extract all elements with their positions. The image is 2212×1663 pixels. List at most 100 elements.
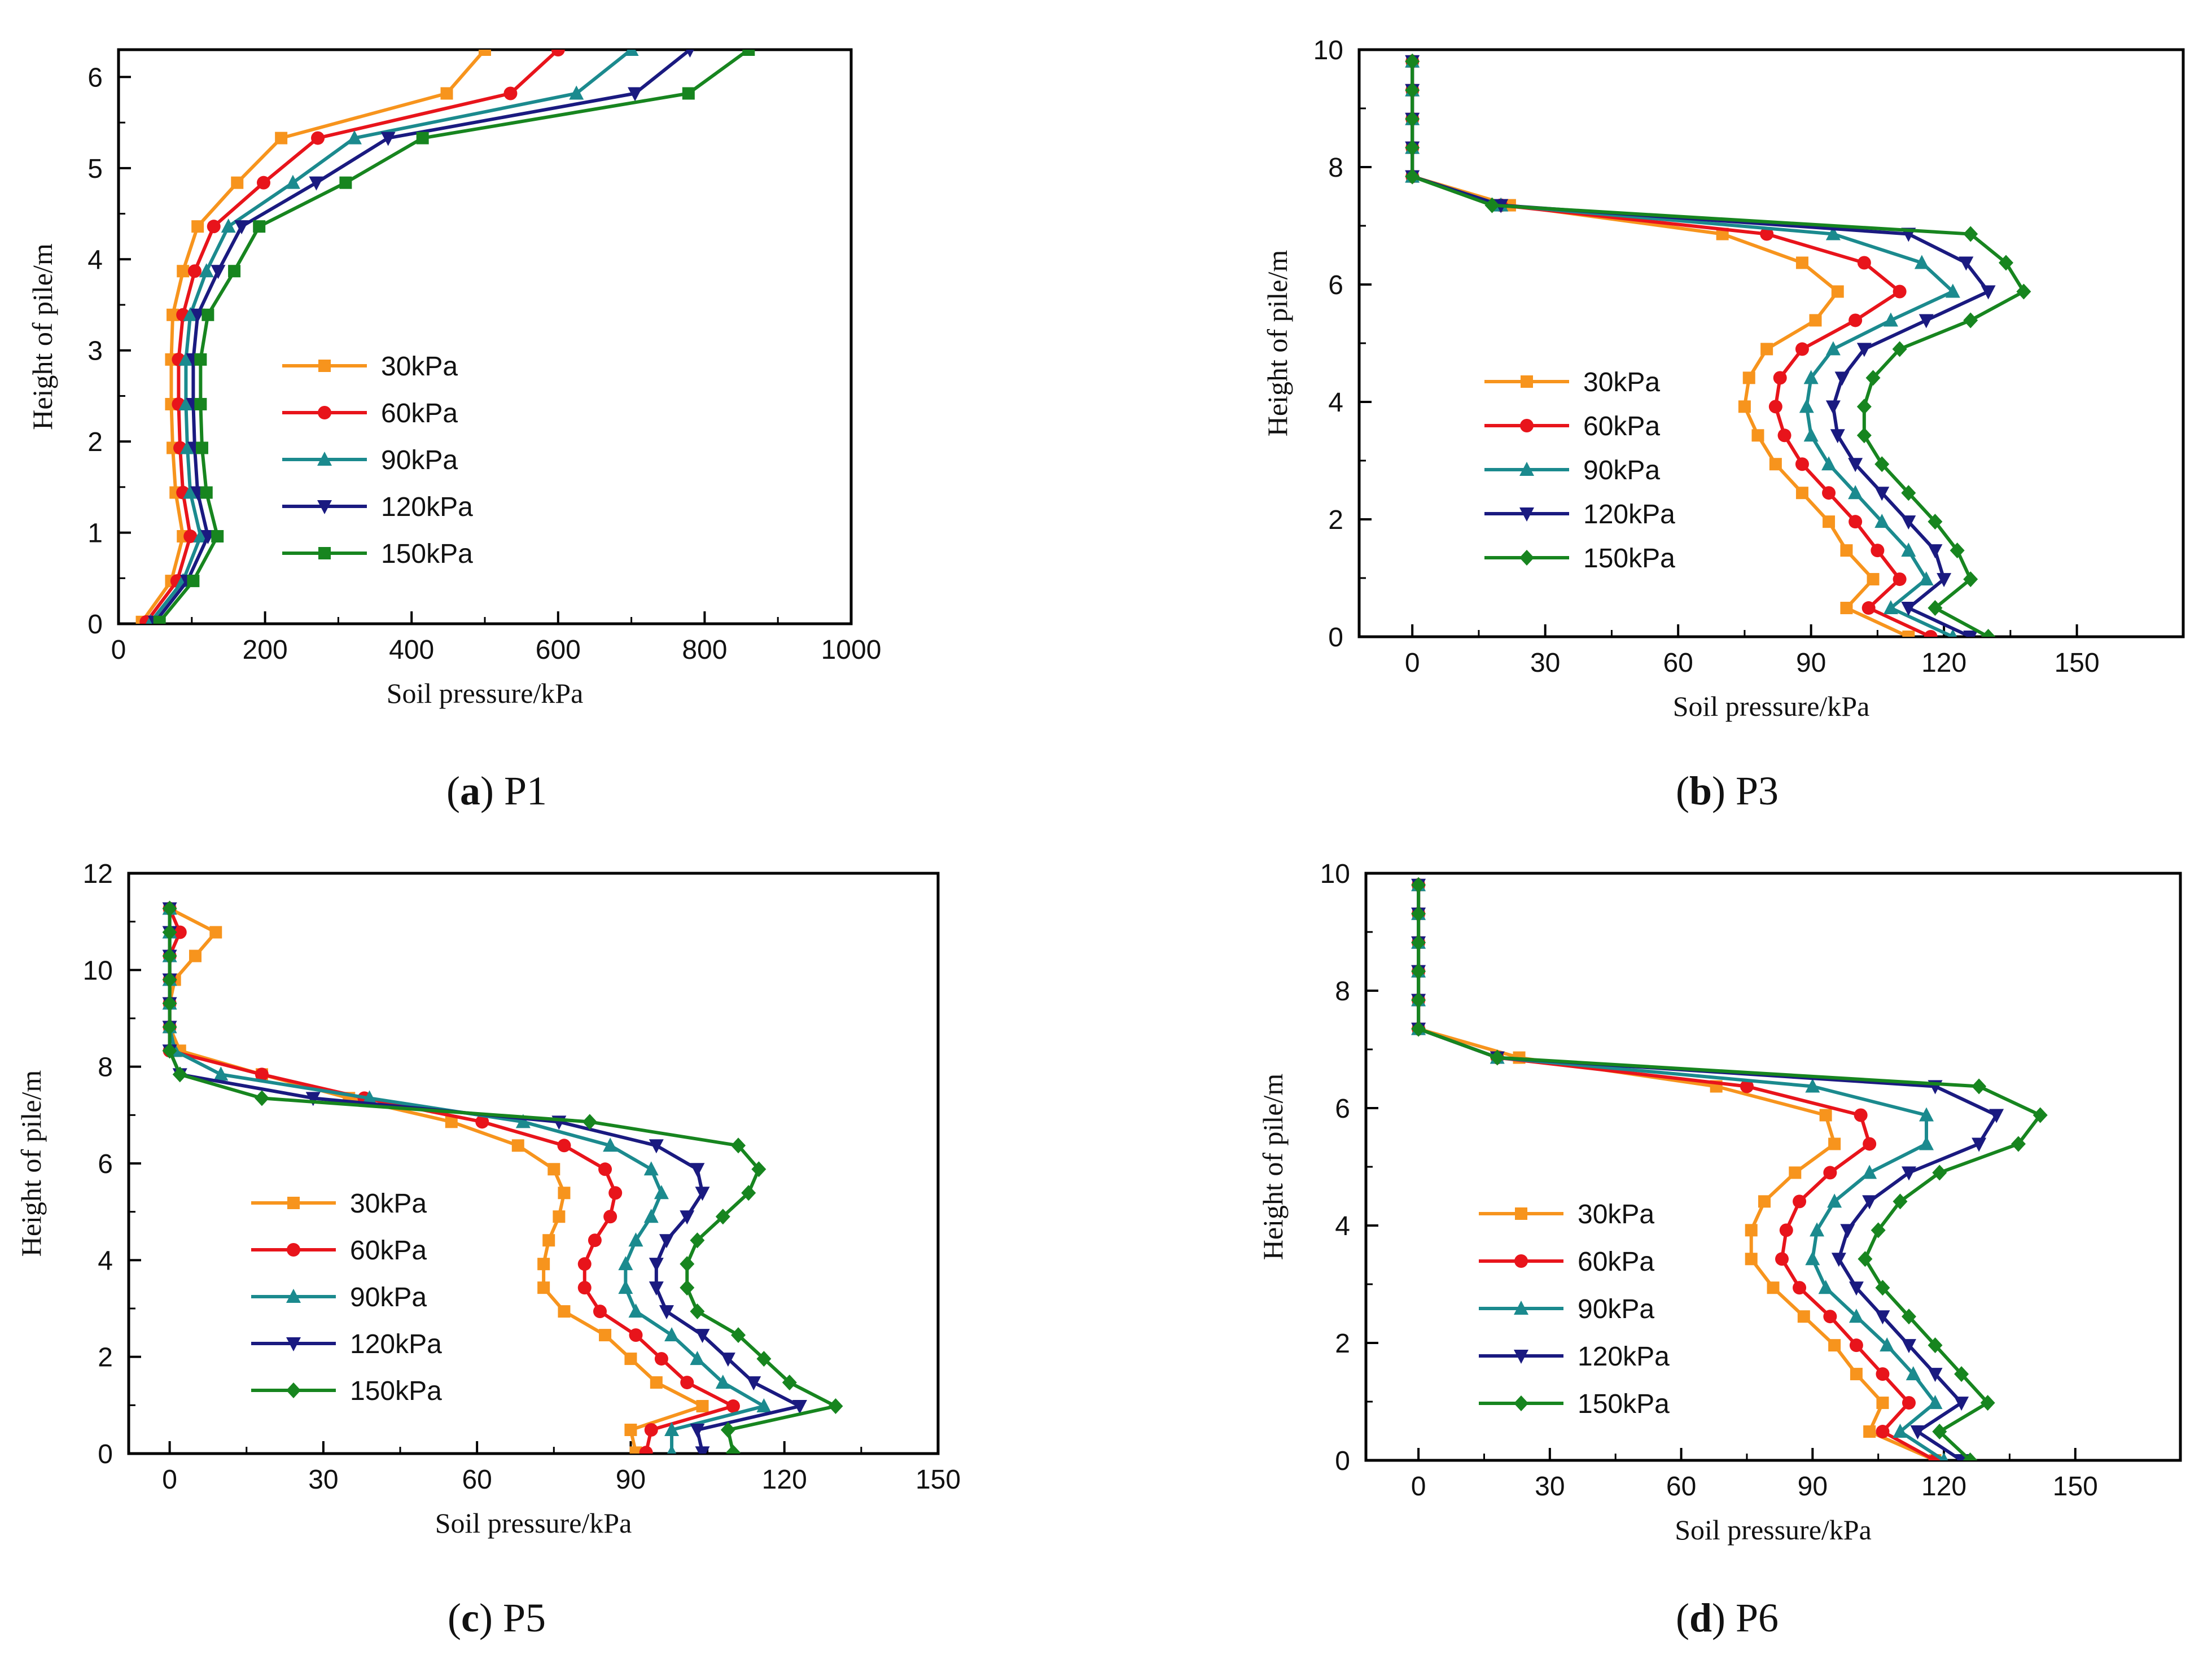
panel-c-series-150kPa <box>162 900 843 1454</box>
panel-a-y-tick-label: 5 <box>87 154 103 184</box>
panel-b-series-60kPa-point <box>1773 371 1787 385</box>
panel-d-series-150kPa-point <box>1858 1251 1873 1267</box>
panel-c-y-tick-label: 12 <box>83 859 113 889</box>
panel-b-series-60kPa-point <box>1861 601 1876 615</box>
panel-d-legend-marker-120kPa <box>1514 1350 1528 1364</box>
panel-b-legend-label-150kPa: 150kPa <box>1583 544 1675 574</box>
panel-c-series-150kPa-point <box>162 948 177 964</box>
panel-b-series-90kPa-point <box>1948 629 1957 637</box>
panel-d-y-tick-label: 2 <box>1335 1329 1350 1359</box>
panel-b-series-90kPa-point <box>1918 571 1934 586</box>
panel-c-series-30kPa-point <box>553 1210 566 1223</box>
panel-a-series-90kPa-point <box>221 218 236 233</box>
panel-b-series-90kPa-point <box>1803 427 1819 442</box>
panel-a-series-150kPa-point <box>200 486 213 499</box>
panel-d-series-150kPa-point <box>1932 1424 1947 1440</box>
panel-c-legend-marker-90kPa <box>286 1289 301 1303</box>
panel-a-series-150kPa-point <box>194 353 207 366</box>
panel-b-series-90kPa-point <box>1874 514 1890 528</box>
panel-a-series-120kPa-point <box>190 308 205 323</box>
panel-c-series-120kPa-point <box>649 1258 664 1272</box>
panel-c-series-30kPa-point <box>696 1400 709 1413</box>
panel-a-series-30kPa-point <box>231 176 244 189</box>
panel-a-series-150kPa-point <box>194 397 207 410</box>
panel-d-series-150kPa-point <box>1954 1366 1969 1382</box>
panel-d-legend-label-60kPa: 60kPa <box>1578 1247 1654 1277</box>
panel-c-series-30kPa-point <box>537 1258 550 1271</box>
panel-b-series-120kPa-point <box>1856 343 1872 357</box>
panel-d-series-30kPa <box>1412 878 1942 1460</box>
panel-d-series-150kPa-point <box>1980 1395 1995 1411</box>
panel-d-series-150kPa-point <box>1972 1078 1987 1095</box>
panel-b-series-60kPa-point <box>1795 457 1809 471</box>
panel-a-x-tick-label: 0 <box>111 635 126 665</box>
panel-b-y-axis-title: Height of pile/m <box>1262 250 1293 437</box>
panel-d-series-90kPa-point <box>1919 1107 1934 1122</box>
panel-a-series-150kPa-point <box>339 176 352 189</box>
panel-a-legend-marker-150kPa <box>318 547 331 559</box>
panel-d-series-150kPa-point <box>1871 1222 1886 1239</box>
panel-b-x-tick-label: 60 <box>1663 648 1693 678</box>
panel-c-series-30kPa <box>163 902 709 1454</box>
panel-d-series-150kPa-point <box>1490 1049 1505 1066</box>
panel-c-series-150kPa-point <box>690 1232 705 1249</box>
panel-a-x-tick-label: 400 <box>389 635 434 665</box>
panel-c-series-150kPa-point <box>690 1303 705 1320</box>
panel-c-series-90kPa-point <box>715 1375 730 1389</box>
panel-d-series-150kPa-point <box>1411 905 1426 922</box>
panel-a-series-30kPa-point <box>440 87 453 100</box>
panel-a-series-30kPa-line <box>141 50 487 623</box>
panel-b-y-tick-label: 8 <box>1328 153 1343 183</box>
panel-d-series-120kPa-point <box>1972 1137 1987 1152</box>
panel-a-plot-frame <box>117 48 853 625</box>
panel-b-legend-marker-120kPa <box>1519 507 1534 522</box>
panel-d-series-120kPa-point <box>1910 1425 1925 1440</box>
panel-b-y-tick-label: 0 <box>1328 623 1343 653</box>
panel-c-series-30kPa-point <box>445 1115 458 1128</box>
panel-a-series-120kPa-point <box>234 220 249 235</box>
panel-c-y-axis-title: Height of pile/m <box>15 1070 47 1257</box>
panel-b-y-tick-label: 6 <box>1328 270 1343 300</box>
panel-c-series-90kPa-point <box>756 1398 772 1413</box>
panel-a-x-tick-label: 1000 <box>821 635 882 665</box>
panel-d-series-150kPa-point <box>1932 1165 1947 1181</box>
panel-c-plot: 0 30 60 90 120 150 0 2 4 6 8 10 12 Soil pressure/kPa H… <box>15 859 961 1539</box>
panel-c-series-30kPa-line <box>168 907 704 1453</box>
panel-d-series-90kPa-point <box>1928 1395 1943 1410</box>
panel-c-series-120kPa-point <box>305 1092 321 1106</box>
panel-d-series-60kPa-point <box>1876 1367 1890 1381</box>
panel-d-series-30kPa-point <box>1797 1310 1810 1323</box>
panel-a-series-60kPa-point <box>257 176 271 190</box>
panel-a-legend-label-120kPa: 120kPa <box>381 492 473 522</box>
panel-a-series-150kPa-point <box>682 87 695 100</box>
panel-c-y-tick-label: 2 <box>98 1343 113 1373</box>
panel-b-series-150kPa-point <box>1405 82 1420 98</box>
panel-c-series-90kPa-point <box>618 1256 633 1271</box>
panel-b-series-30kPa-point <box>1902 631 1915 637</box>
panel-d-series-150kPa-point <box>1411 992 1426 1008</box>
panel-a-series-90kPa-point <box>569 85 584 100</box>
panel-b-legend: 30kPa 60kPa 90kPa 120kPa 150kPa <box>1484 367 1675 574</box>
panel-b-plot: 0 30 60 90 120 150 0 2 4 6 8 10 Soil pressure/kPa Hei… <box>1262 36 2185 722</box>
panel-c-series-60kPa-point <box>475 1115 489 1129</box>
panel-d-series-30kPa-point <box>1819 1109 1832 1122</box>
panel-b-series-90kPa-point <box>1799 399 1814 413</box>
panel-a-series-30kPa-point <box>275 132 288 145</box>
panel-a-legend: 30kPa 60kPa 90kPa 120kPa 150kPa <box>282 352 473 569</box>
panel-b-series-150kPa <box>1405 53 2031 637</box>
panel-a-caption: (a) P1 <box>446 768 547 813</box>
panel-b-series-60kPa-point <box>1849 515 1863 529</box>
panel-c-x-tick-label: 0 <box>162 1465 177 1495</box>
panel-d-series-120kPa-point <box>1862 1195 1877 1210</box>
panel-a: 0 200 400 600 800 1000 0 1 2 3 4 5 6 Soil pressure/kP… <box>27 48 882 813</box>
panel-b-series-60kPa-point <box>1849 313 1863 327</box>
panel-b-series-30kPa-point <box>1738 400 1751 413</box>
panel-b-legend-marker-60kPa <box>1520 419 1534 432</box>
panel-b-legend-marker-150kPa <box>1519 550 1534 566</box>
panel-c-series-150kPa-point <box>828 1398 843 1415</box>
panel-c-series-90kPa-point <box>654 1185 669 1200</box>
panel-d-series-90kPa-point <box>1919 1136 1934 1150</box>
panel-b-y-tick-label: 4 <box>1328 388 1343 418</box>
panel-c-series-90kPa-point <box>664 1422 680 1437</box>
panel-d-plot-frame <box>1364 872 2182 1462</box>
